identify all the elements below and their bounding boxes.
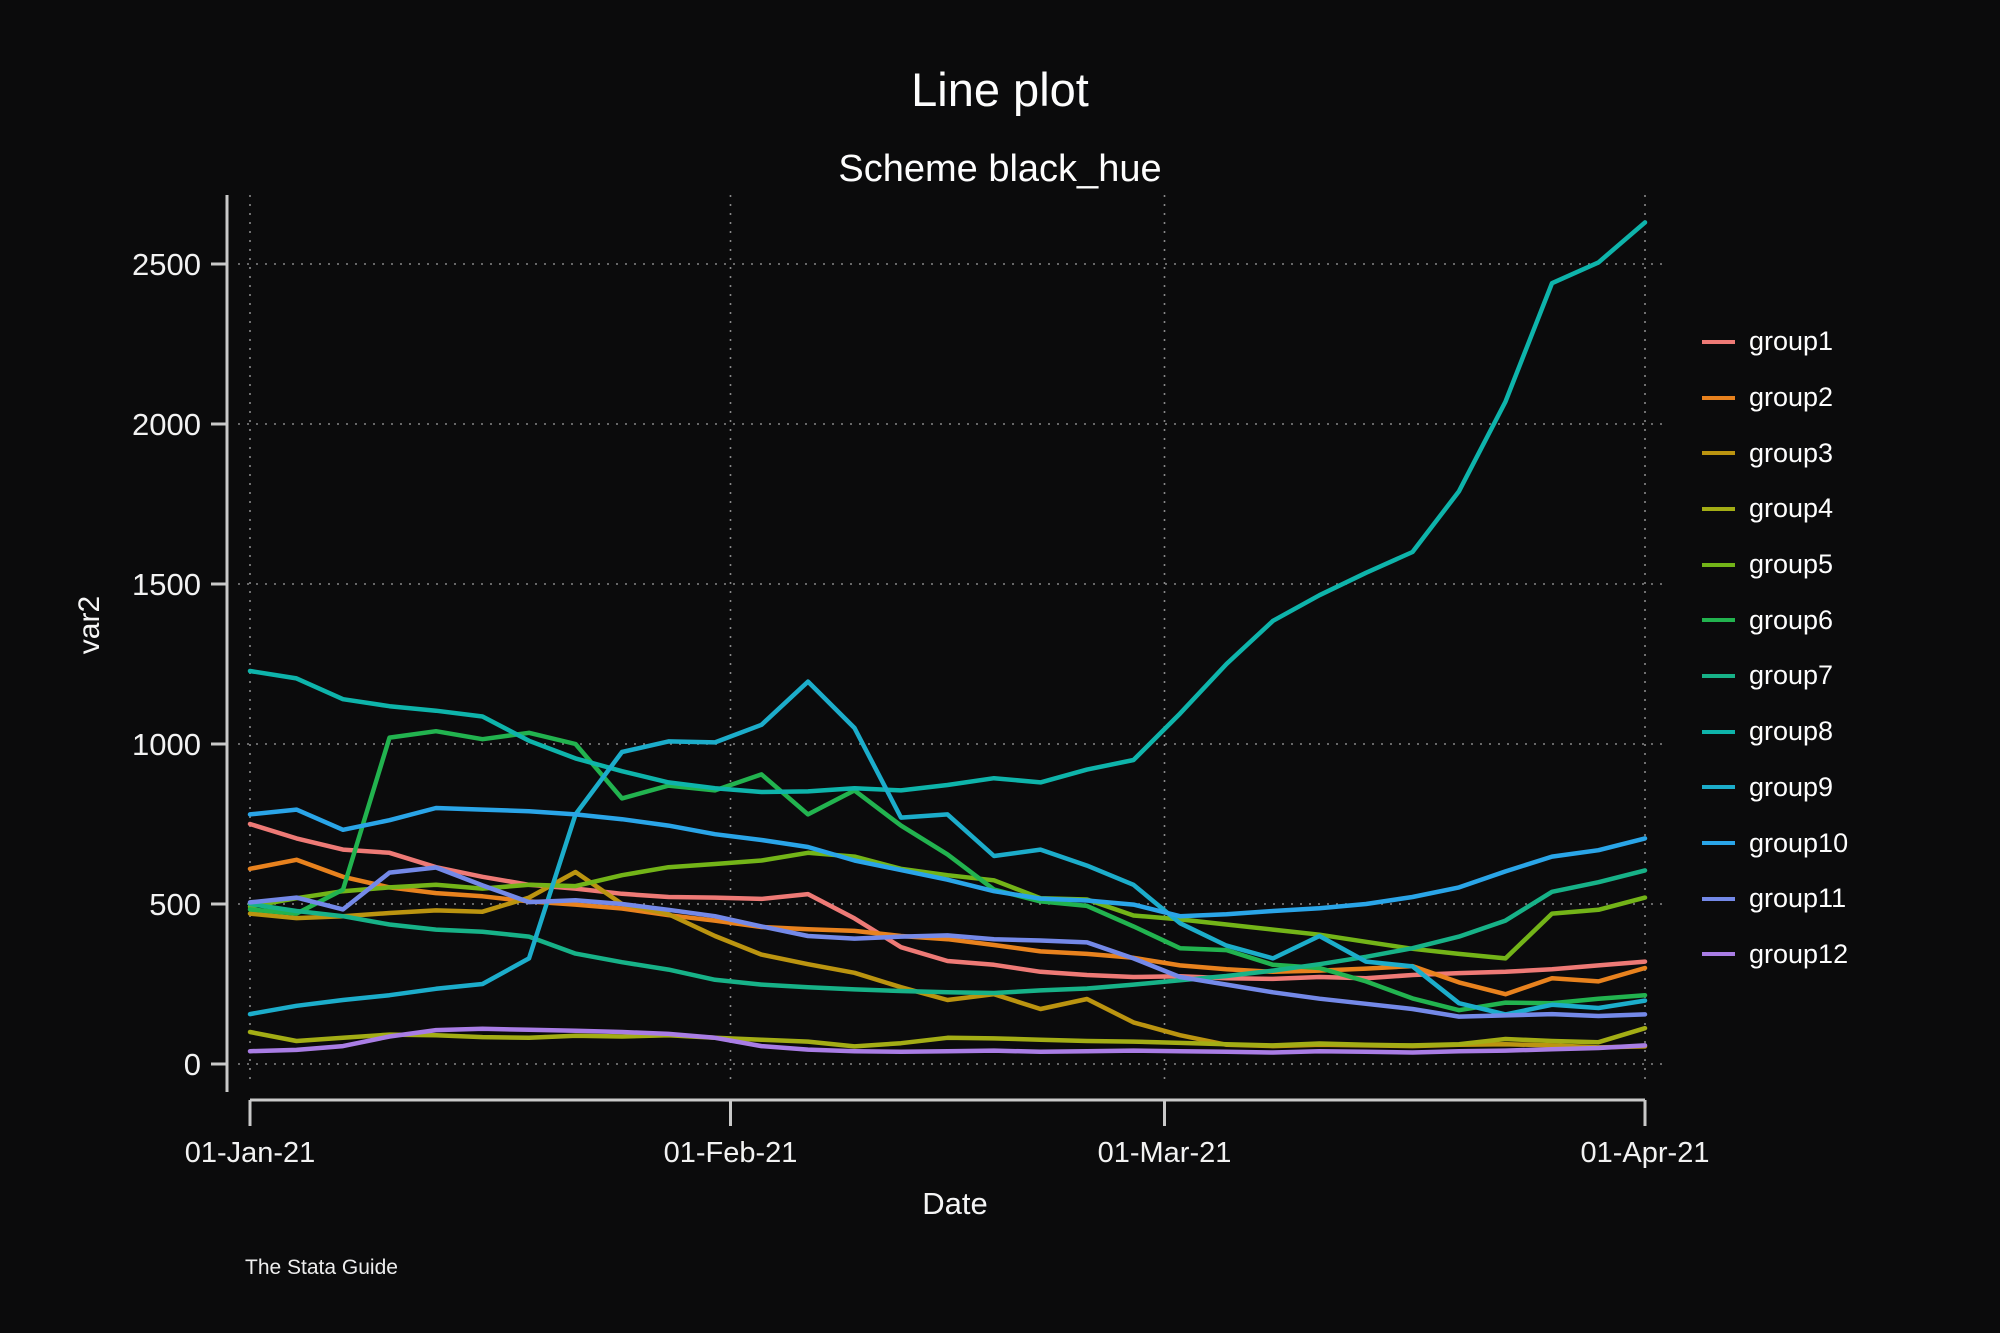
x-tick-label: 01-Jan-21 <box>185 1137 316 1169</box>
legend-swatch-group5 <box>1702 562 1735 567</box>
y-tick-label: 2500 <box>132 247 201 282</box>
legend-label: group5 <box>1749 549 1834 580</box>
y-axis-title: var2 <box>73 595 106 655</box>
legend-item-group9: group9 <box>1702 760 1848 816</box>
series-line-group8 <box>247 220 1648 795</box>
legend-swatch-group11 <box>1702 896 1735 901</box>
chart-title: Line plot <box>911 63 1089 116</box>
y-tick-label: 1000 <box>132 727 201 762</box>
legend-label: group7 <box>1749 660 1834 691</box>
legend-swatch-group2 <box>1702 395 1735 400</box>
series-line-group7 <box>247 868 1648 996</box>
legend-item-group11: group11 <box>1702 871 1848 927</box>
x-axis-title: Date <box>922 1186 988 1221</box>
legend-item-group3: group3 <box>1702 425 1848 481</box>
legend-swatch-group4 <box>1702 506 1735 511</box>
y-tick-label: 0 <box>184 1047 201 1082</box>
y-tick-label: 500 <box>149 887 201 922</box>
legend-label: group4 <box>1749 493 1834 524</box>
legend-swatch-group3 <box>1702 451 1735 456</box>
x-tick-label: 01-Mar-21 <box>1098 1137 1232 1169</box>
legend-label: group11 <box>1749 883 1847 914</box>
legend: group1 group2 group3 group4 group5 group6 grou… <box>1702 314 1848 982</box>
legend-item-group5: group5 <box>1702 537 1848 593</box>
legend-label: group3 <box>1749 437 1834 468</box>
legend-label: group8 <box>1749 716 1834 747</box>
series-line-group9 <box>247 679 1648 1017</box>
y-tick-label: 2000 <box>132 407 201 442</box>
legend-swatch-group6 <box>1702 618 1735 623</box>
legend-label: group1 <box>1749 326 1834 357</box>
legend-swatch-group10 <box>1702 841 1735 846</box>
legend-label: group9 <box>1749 771 1834 802</box>
x-tick-label: 01-Apr-21 <box>1581 1137 1710 1169</box>
series-line-group1 <box>247 821 1648 982</box>
legend-swatch-group1 <box>1702 339 1735 344</box>
series-line-group12 <box>247 1026 1648 1055</box>
legend-swatch-group8 <box>1702 729 1735 734</box>
legend-item-group2: group2 <box>1702 370 1848 426</box>
legend-item-group10: group10 <box>1702 815 1848 871</box>
legend-swatch-group9 <box>1702 785 1735 790</box>
series-line-group6 <box>247 728 1648 1013</box>
legend-swatch-group7 <box>1702 673 1735 678</box>
legend-label: group10 <box>1749 827 1849 858</box>
legend-item-group12: group12 <box>1702 927 1848 983</box>
legend-item-group6: group6 <box>1702 592 1848 648</box>
watermark: The Stata Guide <box>245 1256 398 1279</box>
legend-swatch-group12 <box>1702 952 1735 957</box>
x-tick-label: 01-Feb-21 <box>664 1137 798 1169</box>
series-line-group10 <box>247 805 1648 919</box>
legend-label: group12 <box>1749 938 1849 969</box>
legend-label: group6 <box>1749 604 1834 635</box>
chart-subtitle: Scheme black_hue <box>838 148 1162 190</box>
legend-item-group7: group7 <box>1702 648 1848 704</box>
series-line-group11 <box>247 865 1648 1019</box>
legend-item-group1: group1 <box>1702 314 1848 370</box>
legend-label: group2 <box>1749 382 1834 413</box>
y-tick-label: 1500 <box>132 567 201 602</box>
series-line-group4 <box>247 1025 1648 1049</box>
legend-item-group8: group8 <box>1702 704 1848 760</box>
legend-item-group4: group4 <box>1702 481 1848 537</box>
